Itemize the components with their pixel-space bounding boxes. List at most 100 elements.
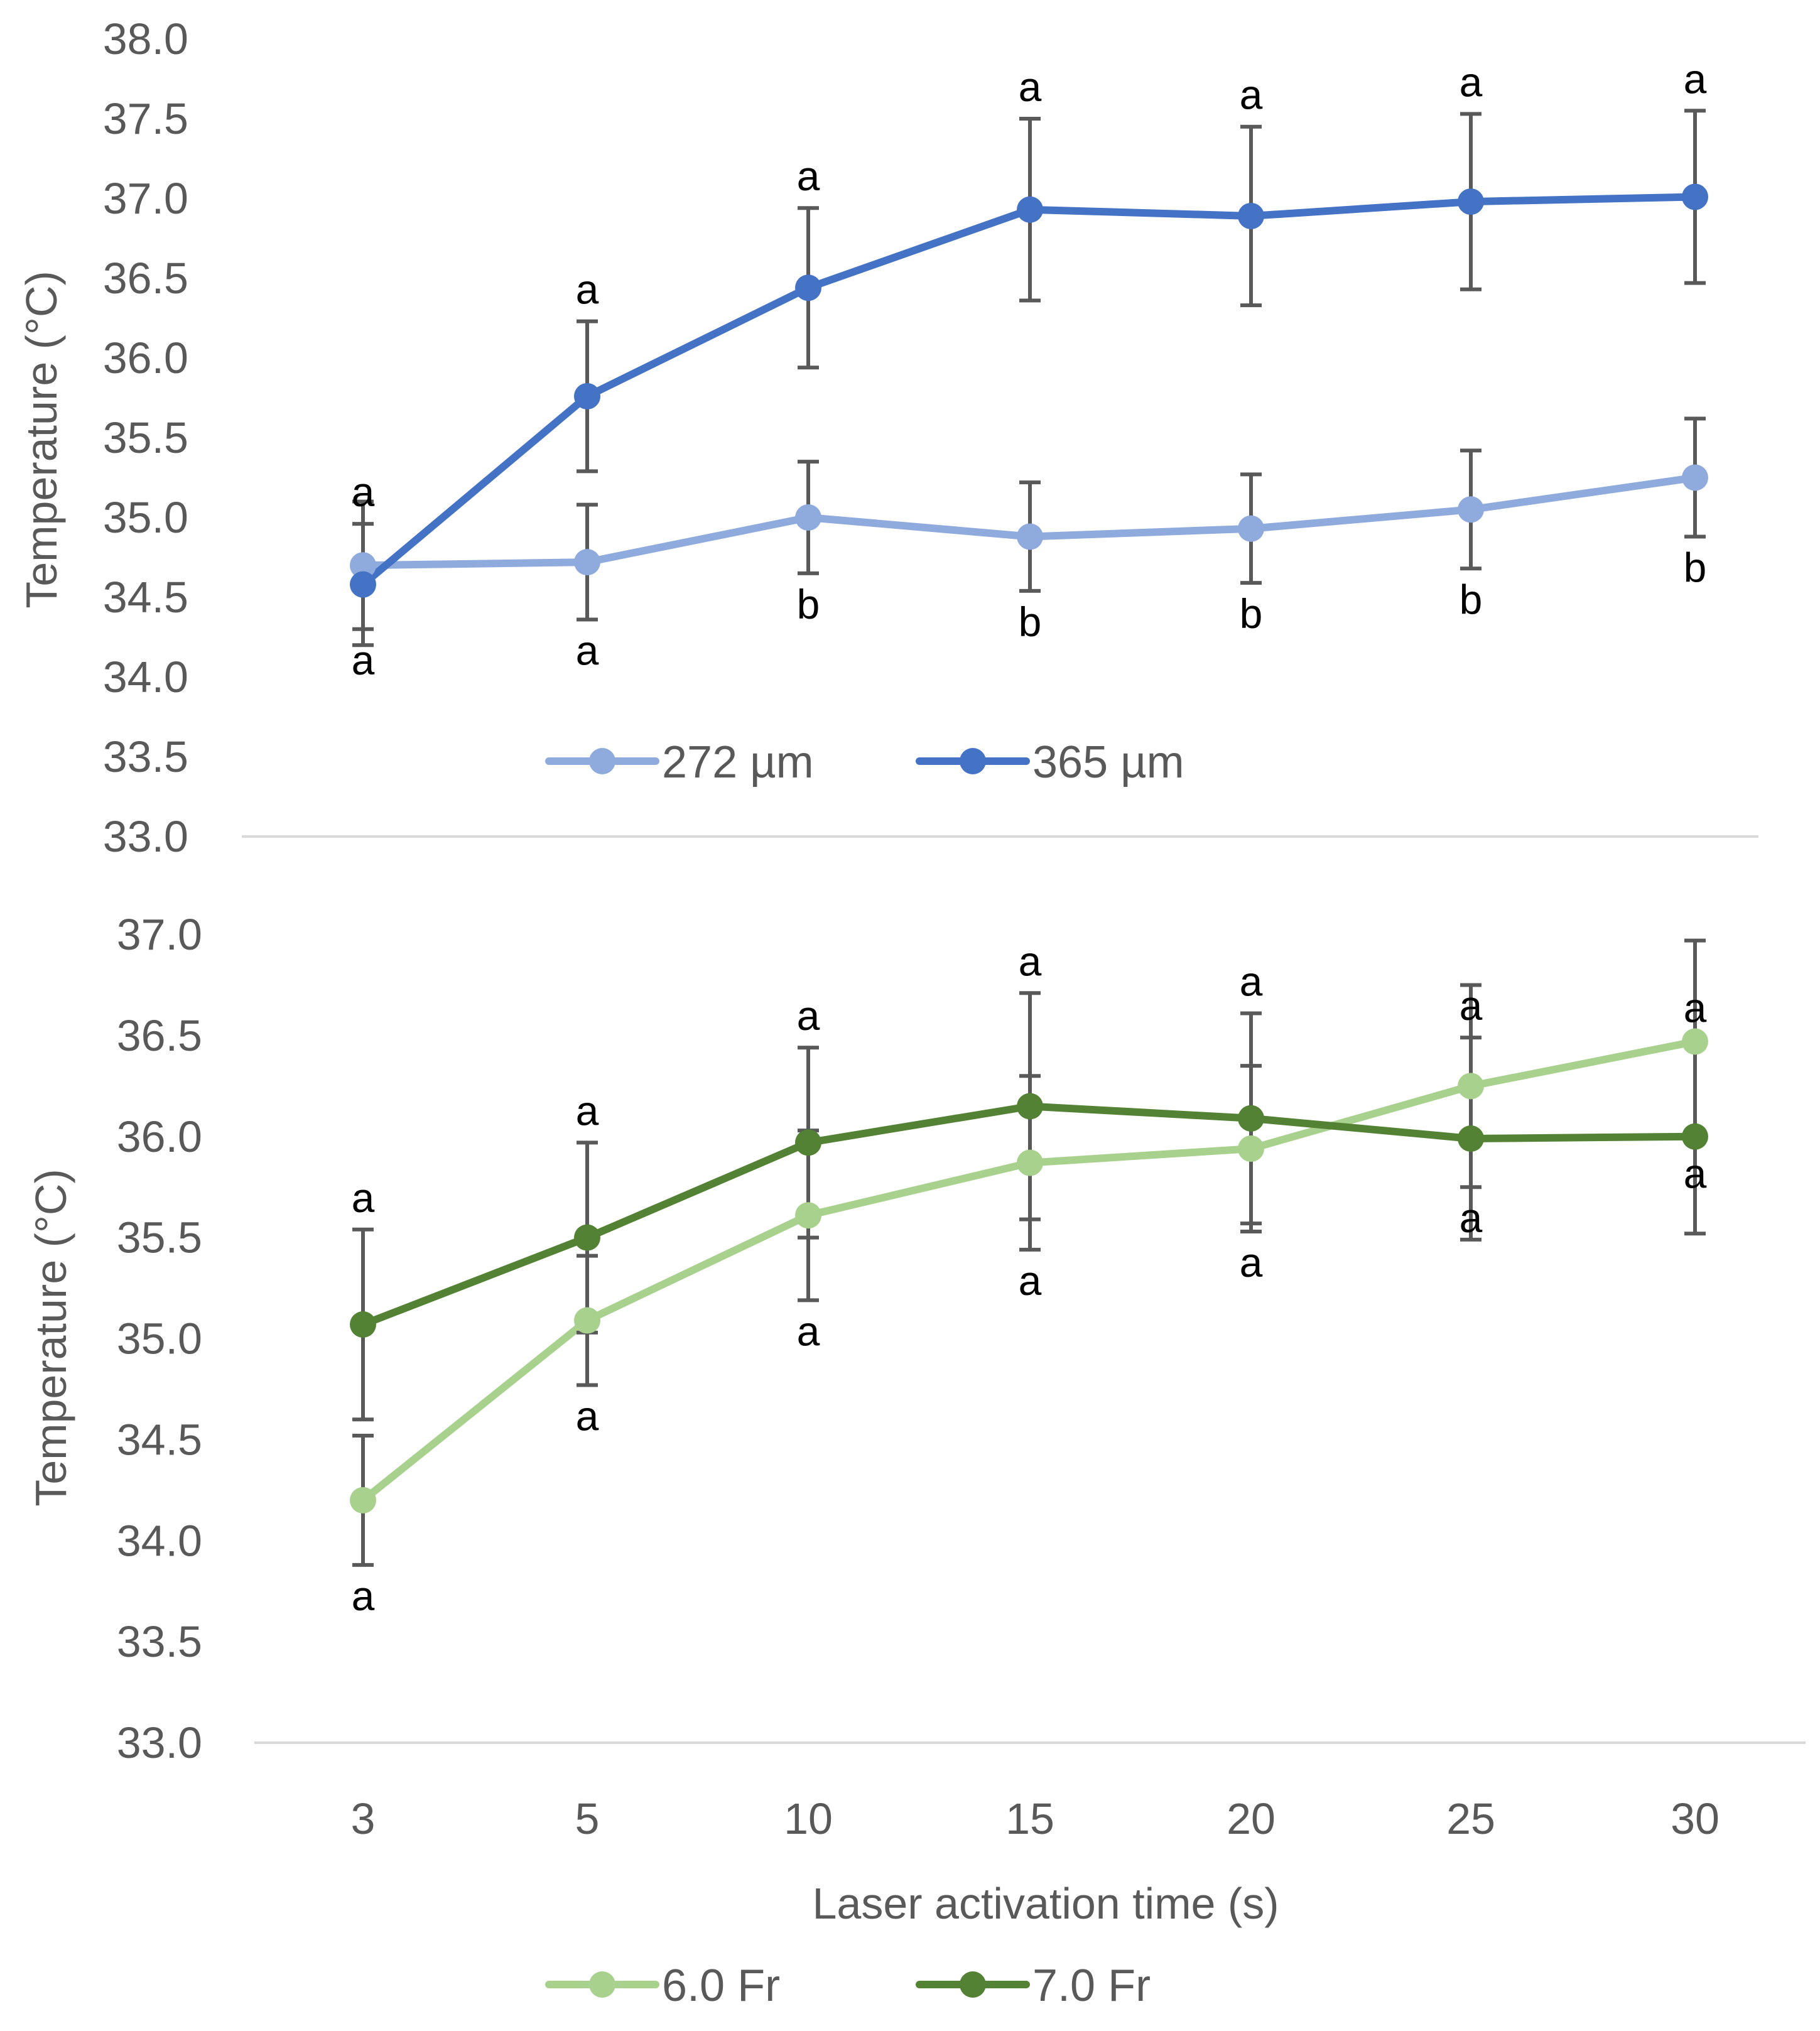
data-point bbox=[1682, 464, 1708, 491]
significance-letter: a bbox=[1684, 1150, 1707, 1196]
legend-item: 365 µm bbox=[916, 737, 1184, 788]
y-tick-label: 36.0 bbox=[117, 1112, 202, 1161]
y-tick-label: 34.0 bbox=[103, 653, 188, 701]
y-tick-label: 35.0 bbox=[117, 1314, 202, 1363]
legend: 6.0 Fr 7.0 Fr bbox=[545, 1961, 1151, 2011]
significance-letter: a bbox=[352, 1573, 375, 1619]
data-point bbox=[1017, 1093, 1043, 1120]
significance-letter: a bbox=[1684, 984, 1707, 1031]
y-tick-label: 36.0 bbox=[103, 333, 188, 382]
legend-marker bbox=[589, 1971, 615, 1998]
data-point bbox=[1238, 1135, 1264, 1162]
y-axis-label: Temperature (°C) bbox=[17, 271, 66, 609]
significance-letter: a bbox=[576, 627, 599, 674]
data-point bbox=[795, 504, 821, 531]
significance-letter: a bbox=[576, 266, 599, 313]
x-tick-label: 15 bbox=[1005, 1794, 1054, 1843]
legend: 272 µm 365 µm bbox=[545, 737, 1184, 788]
significance-letter: a bbox=[797, 153, 820, 199]
data-point bbox=[1238, 1105, 1264, 1132]
y-tick-label: 37.5 bbox=[103, 94, 188, 143]
y-tick-label: 34.5 bbox=[117, 1415, 202, 1464]
data-point bbox=[574, 382, 600, 409]
x-tick-label: 10 bbox=[784, 1794, 833, 1843]
y-tick-label: 33.5 bbox=[103, 732, 188, 781]
significance-letter: b bbox=[1460, 576, 1483, 622]
data-point bbox=[795, 1202, 821, 1229]
significance-letter: b bbox=[1240, 590, 1263, 637]
x-tick-label: 30 bbox=[1671, 1794, 1720, 1843]
y-tick-label: 33.0 bbox=[117, 1718, 202, 1767]
significance-letter: a bbox=[1684, 55, 1707, 102]
data-point bbox=[574, 1224, 600, 1251]
legend-marker bbox=[589, 748, 615, 774]
data-point bbox=[574, 549, 600, 576]
data-point bbox=[1682, 1123, 1708, 1150]
legend-label: 6.0 Fr bbox=[662, 1961, 780, 2011]
significance-letter: a bbox=[1019, 938, 1042, 984]
significance-letter: a bbox=[576, 1087, 599, 1134]
legend-item: 6.0 Fr bbox=[545, 1961, 780, 2011]
data-point bbox=[1017, 523, 1043, 550]
significance-letter: a bbox=[1460, 1194, 1483, 1241]
legend-label: 272 µm bbox=[662, 737, 814, 788]
data-point bbox=[1238, 515, 1264, 542]
significance-letter: b bbox=[1684, 544, 1707, 590]
data-point bbox=[350, 1311, 376, 1338]
significance-letter: a bbox=[1460, 58, 1483, 105]
data-point bbox=[574, 1307, 600, 1334]
x-tick-label: 25 bbox=[1446, 1794, 1495, 1843]
data-point bbox=[1017, 1149, 1043, 1176]
chart-panel-bottom: 33.0 33.5 34.0 34.5 35.0 35.5 36.0 36.5 37.0 Temp… bbox=[26, 910, 1806, 2011]
significance-letter: a bbox=[352, 637, 375, 683]
significance-letter: a bbox=[1019, 1257, 1042, 1304]
x-axis-label: Laser activation time (s) bbox=[812, 1879, 1279, 1928]
significance-letter: a bbox=[352, 1174, 375, 1221]
y-tick-label: 36.5 bbox=[103, 254, 188, 303]
legend-label: 7.0 Fr bbox=[1032, 1961, 1151, 2011]
data-point bbox=[1682, 183, 1708, 210]
data-point bbox=[350, 571, 376, 598]
data-point bbox=[1458, 1125, 1484, 1152]
significance-letter: a bbox=[576, 1393, 599, 1439]
data-point bbox=[1458, 1073, 1484, 1100]
data-point bbox=[1458, 188, 1484, 215]
legend-item: 272 µm bbox=[545, 737, 814, 788]
data-point bbox=[1017, 196, 1043, 223]
y-tick-label: 34.0 bbox=[117, 1516, 202, 1565]
legend-marker bbox=[960, 748, 986, 774]
significance-letter: a bbox=[1240, 72, 1263, 118]
y-tick-label: 35.5 bbox=[103, 413, 188, 462]
y-tick-label: 37.0 bbox=[117, 910, 202, 959]
data-point bbox=[795, 274, 821, 301]
y-tick-label: 34.5 bbox=[103, 573, 188, 622]
data-point bbox=[1682, 1028, 1708, 1055]
y-tick-label: 33.5 bbox=[117, 1617, 202, 1666]
y-tick-label: 35.5 bbox=[117, 1213, 202, 1262]
data-point bbox=[350, 1487, 376, 1514]
x-tick-label: 3 bbox=[351, 1794, 376, 1843]
y-tick-label: 35.0 bbox=[103, 493, 188, 542]
x-tick-label: 20 bbox=[1227, 1794, 1276, 1843]
y-tick-label: 38.0 bbox=[103, 14, 188, 63]
legend-item: 7.0 Fr bbox=[916, 1961, 1151, 2011]
legend-label: 365 µm bbox=[1032, 737, 1184, 788]
data-point bbox=[795, 1129, 821, 1156]
chart-panel-top: 33.0 33.5 34.0 34.5 35.0 35.5 36.0 36.5 37.0 37.5… bbox=[17, 14, 1758, 861]
data-point bbox=[350, 552, 376, 579]
significance-letter: a bbox=[1240, 958, 1263, 1004]
significance-letter: b bbox=[1019, 598, 1042, 645]
x-tick-label: 5 bbox=[575, 1794, 600, 1843]
data-point bbox=[1458, 496, 1484, 523]
significance-letter: a bbox=[797, 992, 820, 1039]
significance-letter: b bbox=[797, 581, 820, 627]
data-point bbox=[1238, 202, 1264, 229]
significance-letter: a bbox=[1019, 63, 1042, 110]
significance-letter: a bbox=[352, 468, 375, 515]
legend-marker bbox=[960, 1971, 986, 1998]
significance-letter: a bbox=[1240, 1239, 1263, 1286]
y-tick-label: 33.0 bbox=[103, 812, 188, 861]
significance-letter: a bbox=[1460, 982, 1483, 1029]
significance-letter: a bbox=[797, 1308, 820, 1354]
